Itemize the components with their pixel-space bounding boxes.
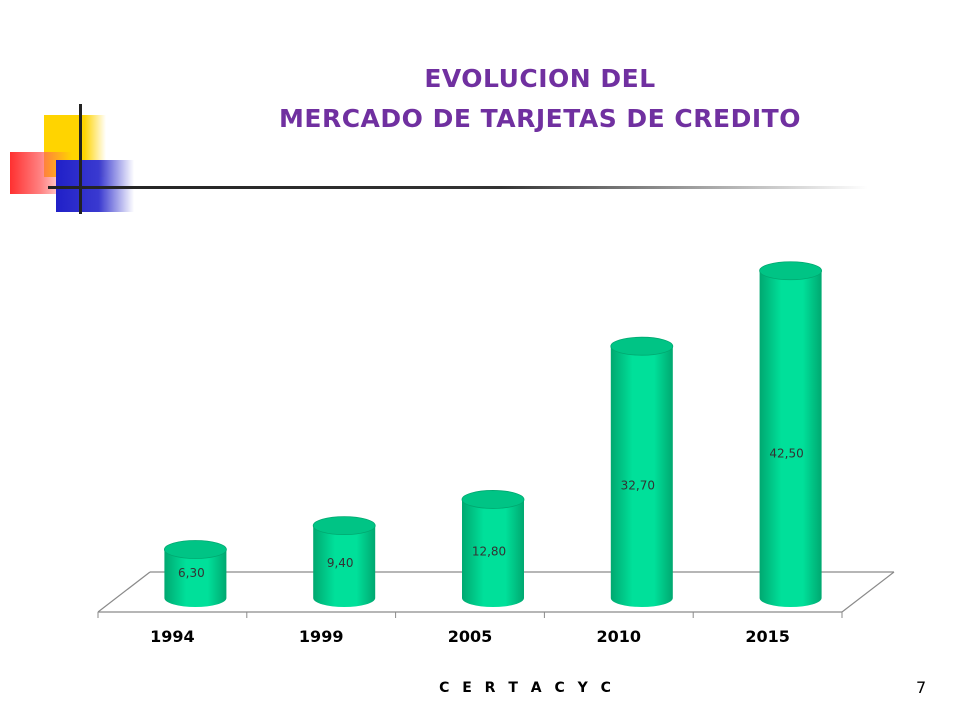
bar-body bbox=[313, 525, 376, 607]
data-label: 6,30 bbox=[178, 566, 205, 580]
bar-2010: 32,70 bbox=[610, 336, 674, 607]
x-tick-label: 1999 bbox=[299, 627, 344, 646]
bar-body bbox=[759, 270, 822, 607]
decor-vertical-line bbox=[79, 104, 82, 214]
floor-left-edge bbox=[97, 571, 151, 613]
decor-horizontal-line bbox=[48, 186, 868, 189]
data-label: 12,80 bbox=[472, 545, 506, 559]
data-label: 9,40 bbox=[327, 556, 354, 570]
bar-top bbox=[163, 540, 227, 559]
floor-right-edge bbox=[841, 571, 895, 613]
slide-title-line1: EVOLUCION DEL bbox=[424, 64, 656, 93]
bar-top bbox=[759, 261, 822, 281]
x-tick-label: 2005 bbox=[448, 627, 493, 646]
data-label: 32,70 bbox=[621, 479, 655, 493]
x-tick-label: 2015 bbox=[745, 627, 790, 646]
bar-2005: 12,80 bbox=[461, 490, 525, 607]
bar-1999: 9,40 bbox=[312, 516, 376, 607]
slide-title-line2: MERCADO DE TARJETAS DE CREDITO bbox=[279, 104, 801, 133]
bar-1994: 6,30 bbox=[163, 540, 227, 607]
bar-top bbox=[312, 516, 376, 536]
bar-body bbox=[164, 549, 227, 607]
x-tick-label: 1994 bbox=[150, 627, 195, 646]
data-label: 42,50 bbox=[769, 446, 803, 460]
bar-body bbox=[462, 499, 524, 607]
bar-top bbox=[461, 490, 525, 509]
bar-2015: 42,50 bbox=[759, 261, 822, 607]
bar-body bbox=[610, 346, 673, 607]
bar-top bbox=[610, 336, 674, 356]
page-number: 7 bbox=[916, 678, 927, 697]
footer-text: C E R T A C Y C bbox=[439, 680, 615, 696]
x-tick-label: 2010 bbox=[597, 627, 642, 646]
